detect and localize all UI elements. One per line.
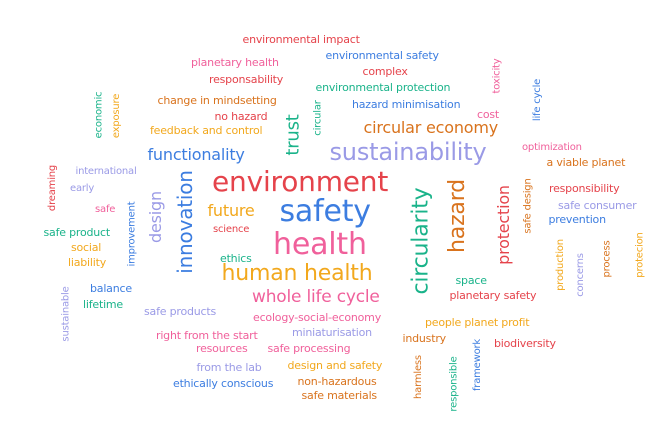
word-cloud-term: environmental protection <box>315 80 451 94</box>
word-cloud-term: hazard <box>444 179 470 253</box>
word-cloud-term: ethics <box>220 251 252 265</box>
word-cloud-term: production <box>554 239 566 291</box>
word-cloud-term: framework <box>472 338 484 392</box>
word-cloud-term: biodiversity <box>494 336 556 350</box>
word-cloud-term: sustainable <box>60 286 72 342</box>
word-cloud-term: whole life cycle <box>252 286 380 307</box>
word-cloud-term: international <box>75 166 137 177</box>
word-cloud-term: liability <box>68 255 107 269</box>
word-cloud-term: balance <box>90 281 132 295</box>
word-cloud-term: no hazard <box>214 109 268 123</box>
word-cloud-term: circularity <box>408 187 434 295</box>
word-cloud-term: non-hazardous <box>297 374 377 388</box>
word-cloud-term: right from the start <box>156 328 258 342</box>
word-cloud-term: process <box>601 240 613 278</box>
word-cloud-term: industry <box>402 331 447 345</box>
word-cloud-term: economic <box>92 91 104 139</box>
word-cloud-term: responsibility <box>549 181 620 195</box>
word-cloud-term: miniaturisation <box>292 325 372 339</box>
word-cloud-term: safety <box>279 194 372 229</box>
word-cloud-term: safe materials <box>301 388 378 402</box>
word-cloud-term: health <box>273 227 367 262</box>
word-cloud-term: innovation <box>172 170 197 274</box>
word-cloud-term: human health <box>221 261 373 286</box>
word-cloud-term: hazard minimisation <box>352 97 461 111</box>
word-cloud-term: circular <box>312 100 324 136</box>
word-cloud-term: responsible <box>448 356 460 412</box>
word-cloud-term: safe products <box>144 304 217 318</box>
word-cloud-term: safe product <box>43 225 111 239</box>
word-cloud-term: optimization <box>522 142 582 153</box>
word-cloud-term: planetary health <box>191 55 279 69</box>
word-cloud-term: space <box>455 273 487 287</box>
word-cloud-term: prevention <box>548 212 607 226</box>
word-cloud-term: harmless <box>412 355 424 399</box>
word-cloud-term: cost <box>477 107 500 121</box>
word-cloud-term: sustainability <box>329 138 487 166</box>
word-cloud-term: safe design <box>522 178 534 234</box>
word-cloud-term: protecion <box>634 232 646 278</box>
word-cloud-term: toxicity <box>490 58 502 94</box>
word-cloud-term: safe <box>95 204 116 215</box>
word-cloud-term: circular economy <box>363 118 499 137</box>
word-cloud-term: from the lab <box>196 360 262 374</box>
word-cloud-term: design <box>145 191 165 243</box>
word-cloud-term: people planet profit <box>425 315 530 329</box>
word-cloud-term: life cycle <box>532 78 544 122</box>
word-cloud-term: trust <box>282 114 304 156</box>
word-cloud-term: early <box>70 183 95 194</box>
word-cloud-term: design and safety <box>287 358 383 372</box>
word-cloud-term: dreaming <box>47 164 59 212</box>
word-cloud-term: exposure <box>111 93 123 139</box>
word-cloud-term: concerns <box>574 253 586 297</box>
word-cloud-term: feedback and control <box>150 123 263 137</box>
word-cloud-term: future <box>207 201 255 220</box>
word-cloud-term: ecology-social-economy <box>253 310 382 324</box>
word-cloud-term: protection <box>493 185 513 265</box>
word-cloud-term: social <box>71 240 102 254</box>
word-cloud-term: science <box>213 224 250 235</box>
word-cloud-term: safe consumer <box>558 198 637 212</box>
word-cloud-term: planetary safety <box>449 288 537 302</box>
word-cloud-term: safe processing <box>267 341 351 355</box>
word-cloud-term: functionality <box>147 145 245 164</box>
word-cloud-term: environmental impact <box>242 32 360 46</box>
word-cloud-term: improvement <box>125 201 137 267</box>
word-cloud-term: environmental safety <box>325 48 439 62</box>
word-cloud-term: ethically conscious <box>173 376 274 390</box>
word-cloud-term: change in mindsetting <box>157 93 277 107</box>
word-cloud-term: environment <box>212 165 389 198</box>
word-cloud-term: lifetime <box>83 297 124 311</box>
word-cloud-term: a viable planet <box>546 155 626 169</box>
word-cloud-term: resources <box>196 341 248 355</box>
word-cloud-term: complex <box>362 64 408 78</box>
word-cloud-term: responsability <box>209 72 284 86</box>
